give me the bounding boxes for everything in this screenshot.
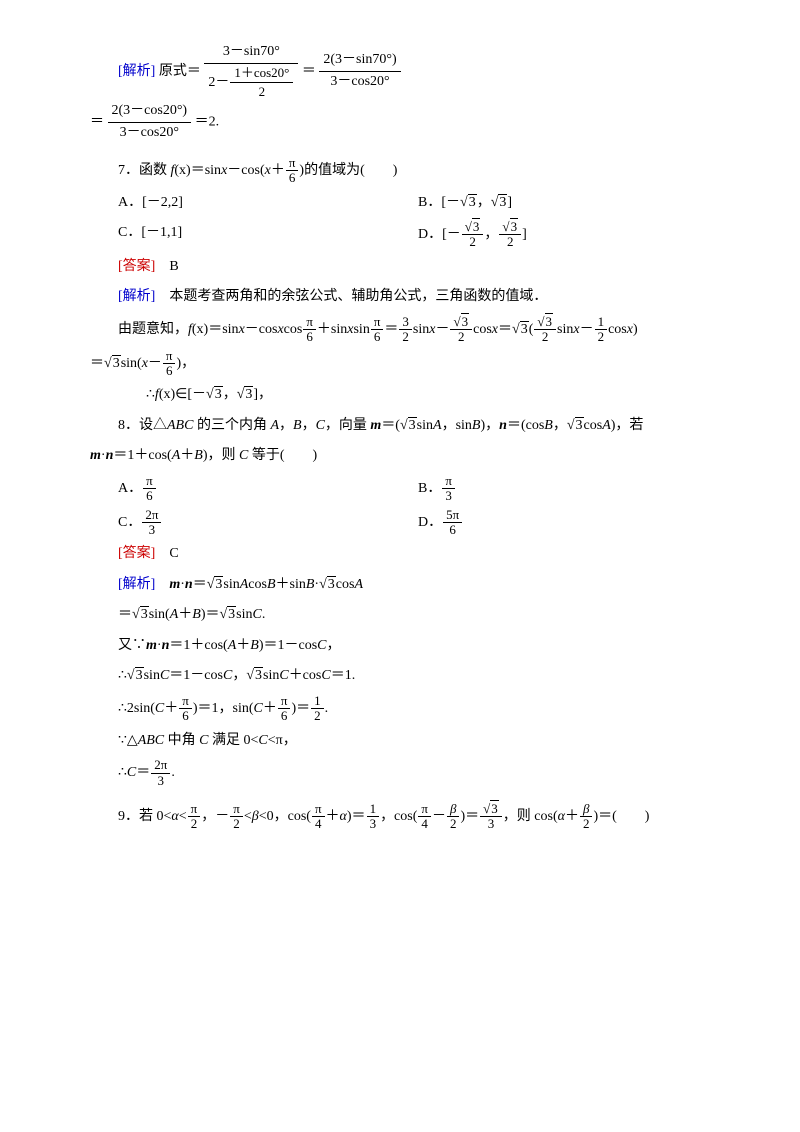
q8-stem-line2: m·n＝1＋cos(A＋B)，则 C 等于( ) [90,443,740,470]
analysis-line-1: [解析] 原式＝ 3－sin70° 2－1＋cos20°2 ＝ 2(3－sin7… [90,44,740,99]
q8-stem-line1: 8．设△ABC 的三个内角 A，B，C，向量 m＝(3sinA，sinB)，n＝… [90,413,740,440]
q8-step4: ∴3sinC＝1－cosC，3sinC＋cosC＝1. [90,663,740,690]
q9-stem: 9．若 0<α<π2，－π2<β<0，cos(π4＋α)＝13，cos(π4－β… [90,802,740,832]
frac-main-2: 2(3－sin70°) 3－cos20° [319,52,400,91]
q7-step3: ∴f(x)∈[－3，3]， [90,382,740,409]
q7-answer: [答案] B [90,254,740,281]
q7-stem: 7．函数 f(x)＝sinx－cos(x＋π6)的值域为( ) [90,156,740,186]
q8-step1: [解析] m·n＝3sinAcosB＋sinB·3cosA [90,572,740,599]
q8-option-b: B．π3 [418,474,456,504]
q8-option-d: D．5π6 [418,508,463,538]
q8-step7: ∴C＝2π3. [90,758,740,788]
q8-step6: ∵△ABC 中角 C 满足 0<C<π， [90,728,740,755]
q8-option-c: C．2π3 [118,508,418,538]
q8-options-row2: C．2π3 D．5π6 [90,508,740,538]
q8-answer: [答案] C [90,541,740,568]
q8-step2: ＝3sin(A＋B)＝3sinC. [90,602,740,629]
q8-options-row1: A．π6 B．π3 [90,474,740,504]
q7-analysis-intro: [解析] 本题考查两角和的余弦公式、辅助角公式，三角函数的值域． [90,284,740,311]
q7-option-b: B．[－3，3] [418,190,512,217]
q7-options-row2: C．[－1,1] D．[－32，32] [90,220,740,250]
frac-main-3: 2(3－cos20°) 3－cos20° [108,103,192,142]
q7-step1: 由题意知，f(x)＝sinx－cosxcosπ6＋sinxsinπ6＝32sin… [90,315,740,345]
analysis-label: [解析] [118,64,155,79]
q8-step5: ∴2sin(C＋π6)＝1，sin(C＋π6)＝12. [90,694,740,724]
q7-option-d: D．[－32，32] [418,220,527,250]
frac-main-1: 3－sin70° 2－1＋cos20°2 [204,44,298,99]
analysis-line-2: ＝ 2(3－cos20°) 3－cos20° ＝2. [90,103,740,142]
q8-option-a: A．π6 [118,474,418,504]
q7-step2: ＝3sin(x－π6)， [90,349,740,379]
q7-option-a: A．[－2,2] [118,190,418,217]
q7-options-row1: A．[－2,2] B．[－3，3] [90,190,740,217]
q7-option-c: C．[－1,1] [118,220,418,250]
q8-step3: 又∵m·n＝1＋cos(A＋B)＝1－cosC， [90,633,740,660]
